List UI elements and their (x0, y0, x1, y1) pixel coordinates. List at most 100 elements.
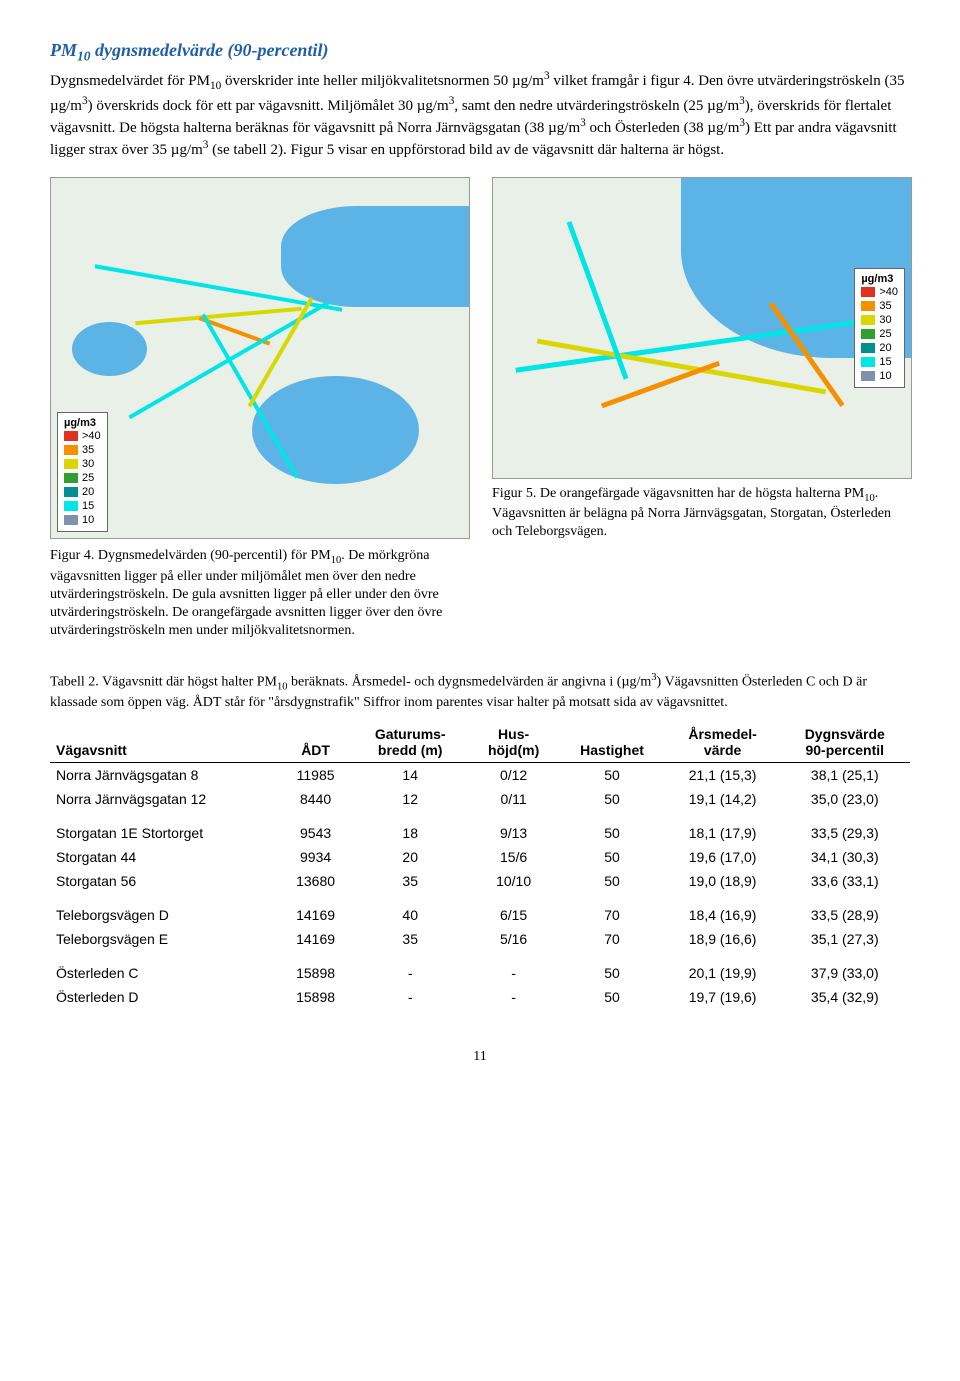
legend-swatch (64, 515, 78, 525)
table-cell: 0/12 (469, 762, 559, 787)
legend-row: 15 (861, 355, 898, 369)
table-cell: 50 (558, 762, 665, 787)
table-cell: Österleden C (50, 951, 280, 985)
table-header-cell: Gaturums-bredd (m) (352, 722, 469, 763)
figure-5-caption: Figur 5. De orangefärgade vägavsnitten h… (492, 485, 910, 542)
legend-swatch (861, 287, 875, 297)
table-cell: 8440 (280, 787, 352, 811)
table-cell: 19,0 (18,9) (666, 869, 780, 893)
table-cell: - (352, 985, 469, 1009)
legend-label: 20 (879, 342, 891, 354)
table-cell: 19,7 (19,6) (666, 985, 780, 1009)
legend-label: 20 (82, 486, 94, 498)
legend-label: 30 (879, 314, 891, 326)
table-cell: 35 (352, 927, 469, 951)
legend-label: 30 (82, 458, 94, 470)
legend-label: 15 (879, 356, 891, 368)
table-cell: Teleborgsvägen E (50, 927, 280, 951)
legend-row: 20 (861, 341, 898, 355)
table-cell: 34,1 (30,3) (780, 845, 910, 869)
legend-row: 25 (64, 471, 101, 485)
legend-label: 25 (879, 328, 891, 340)
figure-row: µg/m3 >40353025201510 µg/m3 >40353025201… (50, 177, 910, 542)
table-cell: 50 (558, 951, 665, 985)
legend-row: >40 (64, 429, 101, 443)
table-cell: 20,1 (19,9) (666, 951, 780, 985)
table-cell: 6/15 (469, 893, 559, 927)
table-cell: - (469, 951, 559, 985)
legend-swatch (64, 487, 78, 497)
table-header-cell: Vägavsnitt (50, 722, 280, 763)
legend-label: >40 (82, 430, 101, 442)
figure-4-map: µg/m3 >40353025201510 (50, 177, 470, 539)
table-cell: 35,4 (32,9) (780, 985, 910, 1009)
legend-row: 30 (861, 313, 898, 327)
legend-label: 35 (879, 300, 891, 312)
table-cell: 11985 (280, 762, 352, 787)
legend-swatch (64, 459, 78, 469)
table-body: Norra Järnvägsgatan 811985140/125021,1 (… (50, 762, 910, 1009)
table-row: Storgatan 56136803510/105019,0 (18,9)33,… (50, 869, 910, 893)
table-cell: 9/13 (469, 811, 559, 845)
legend-swatch (64, 431, 78, 441)
table-cell: 18,9 (16,6) (666, 927, 780, 951)
legend-row: >40 (861, 285, 898, 299)
legend-row: 25 (861, 327, 898, 341)
table-cell: 50 (558, 787, 665, 811)
table-cell: 38,1 (25,1) (780, 762, 910, 787)
legend-swatch (861, 315, 875, 325)
table-header-cell: Hus-höjd(m) (469, 722, 559, 763)
figure-4-legend: µg/m3 >40353025201510 (57, 412, 108, 532)
legend-row: 20 (64, 485, 101, 499)
table-row: Österleden C15898--5020,1 (19,9)37,9 (33… (50, 951, 910, 985)
table-cell: - (469, 985, 559, 1009)
table-cell: 5/16 (469, 927, 559, 951)
legend-label: 25 (82, 472, 94, 484)
figure-5-map: µg/m3 >40 35 30 25 20 15 10 (492, 177, 912, 479)
legend-row: 10 (861, 369, 898, 383)
table-cell: 35,0 (23,0) (780, 787, 910, 811)
table-cell: 33,5 (29,3) (780, 811, 910, 845)
table-header-cell: ÅDT (280, 722, 352, 763)
table-cell: 9543 (280, 811, 352, 845)
table-cell: 19,6 (17,0) (666, 845, 780, 869)
legend-items-4: >40353025201510 (64, 429, 101, 527)
table-cell: 13680 (280, 869, 352, 893)
table-cell: 50 (558, 845, 665, 869)
legend-swatch (861, 329, 875, 339)
table-cell: 12 (352, 787, 469, 811)
table-cell: - (352, 951, 469, 985)
table-cell: 33,5 (28,9) (780, 893, 910, 927)
legend-swatch (64, 473, 78, 483)
table-cell: 70 (558, 927, 665, 951)
figure-4-column: µg/m3 >40353025201510 (50, 177, 468, 542)
table-cell: 18,4 (16,9) (666, 893, 780, 927)
body-paragraph: Dygnsmedelvärdet för PM10 överskrider in… (50, 69, 910, 161)
table-cell: 40 (352, 893, 469, 927)
table-cell: 14169 (280, 893, 352, 927)
legend-label: 10 (879, 370, 891, 382)
legend-label: >40 (879, 286, 898, 298)
table-cell: 50 (558, 985, 665, 1009)
table-cell: 14169 (280, 927, 352, 951)
table-cell: 10/10 (469, 869, 559, 893)
table-row: Österleden D15898--5019,7 (19,6)35,4 (32… (50, 985, 910, 1009)
table-cell: 70 (558, 893, 665, 927)
table-cell: 18 (352, 811, 469, 845)
legend-label: 10 (82, 514, 94, 526)
table-row: Storgatan 4499342015/65019,6 (17,0)34,1 … (50, 845, 910, 869)
legend-title: µg/m3 (861, 273, 898, 285)
table-row: Norra Järnvägsgatan 811985140/125021,1 (… (50, 762, 910, 787)
figure-5-legend: µg/m3 >40 35 30 25 20 15 10 (854, 268, 905, 388)
table-cell: 35 (352, 869, 469, 893)
table-cell: 37,9 (33,0) (780, 951, 910, 985)
table-2-caption: Tabell 2. Vägavsnitt där högst halter PM… (50, 671, 910, 712)
legend-row: 15 (64, 499, 101, 513)
table-cell: 0/11 (469, 787, 559, 811)
table-header-row: VägavsnittÅDTGaturums-bredd (m)Hus-höjd(… (50, 722, 910, 763)
legend-row: 30 (64, 457, 101, 471)
table-header-cell: Årsmedel-värde (666, 722, 780, 763)
page-number: 11 (50, 1049, 910, 1065)
section-heading: PM10 dygnsmedelvärde (90-percentil) (50, 40, 910, 65)
table-cell: 14 (352, 762, 469, 787)
